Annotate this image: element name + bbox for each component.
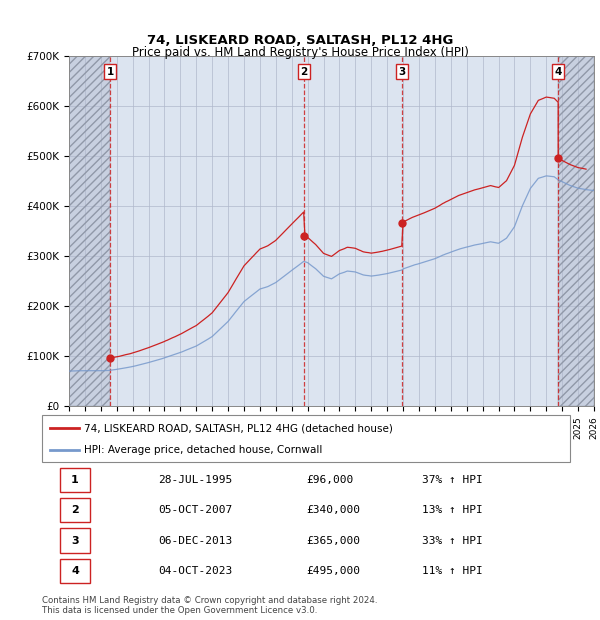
Text: 04-OCT-2023: 04-OCT-2023 [158,566,232,576]
Text: Price paid vs. HM Land Registry's House Price Index (HPI): Price paid vs. HM Land Registry's House … [131,46,469,59]
Text: 74, LISKEARD ROAD, SALTASH, PL12 4HG: 74, LISKEARD ROAD, SALTASH, PL12 4HG [147,34,453,46]
Text: 11% ↑ HPI: 11% ↑ HPI [422,566,483,576]
Text: 05-OCT-2007: 05-OCT-2007 [158,505,232,515]
Text: 2: 2 [71,505,79,515]
Text: Contains HM Land Registry data © Crown copyright and database right 2024.
This d: Contains HM Land Registry data © Crown c… [42,596,377,615]
FancyBboxPatch shape [42,415,570,462]
Text: 3: 3 [71,536,79,546]
Bar [69,56,110,406]
Text: £365,000: £365,000 [306,536,360,546]
Text: 33% ↑ HPI: 33% ↑ HPI [422,536,483,546]
Text: 06-DEC-2013: 06-DEC-2013 [158,536,232,546]
Text: £96,000: £96,000 [306,475,353,485]
Text: £340,000: £340,000 [306,505,360,515]
Text: £495,000: £495,000 [306,566,360,576]
Text: 2: 2 [300,66,307,76]
FancyBboxPatch shape [61,528,89,552]
Text: 4: 4 [71,566,79,576]
FancyBboxPatch shape [61,559,89,583]
Bar [558,56,594,406]
FancyBboxPatch shape [61,498,89,523]
Text: 1: 1 [71,475,79,485]
Text: 1: 1 [106,66,113,76]
Text: 74, LISKEARD ROAD, SALTASH, PL12 4HG (detached house): 74, LISKEARD ROAD, SALTASH, PL12 4HG (de… [84,423,393,433]
Bar [69,56,110,406]
Text: 3: 3 [398,66,406,76]
Text: 13% ↑ HPI: 13% ↑ HPI [422,505,483,515]
Text: 37% ↑ HPI: 37% ↑ HPI [422,475,483,485]
FancyBboxPatch shape [61,468,89,492]
Text: 28-JUL-1995: 28-JUL-1995 [158,475,232,485]
Text: HPI: Average price, detached house, Cornwall: HPI: Average price, detached house, Corn… [84,445,323,455]
Bar [558,56,594,406]
Text: 4: 4 [554,66,562,76]
